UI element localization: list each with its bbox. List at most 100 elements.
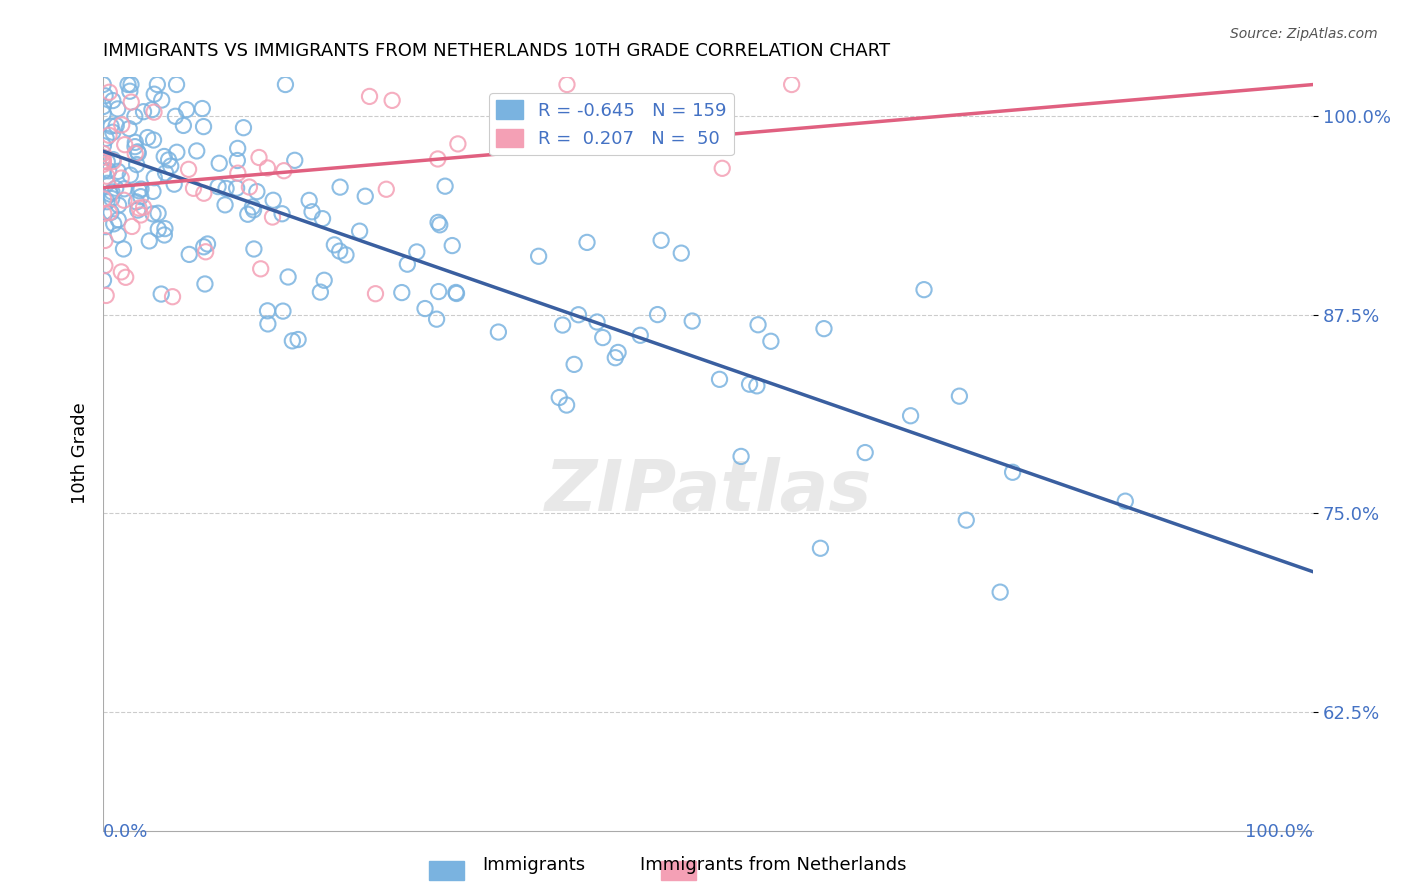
Point xyxy=(671,246,693,260)
Point xyxy=(141,103,163,117)
Point xyxy=(281,334,304,348)
Point xyxy=(354,189,377,203)
Point xyxy=(441,238,464,252)
Point xyxy=(900,409,922,423)
Point xyxy=(96,194,118,209)
Point xyxy=(117,78,139,92)
Point xyxy=(107,198,129,212)
Point xyxy=(429,218,451,232)
Point xyxy=(94,219,117,234)
Text: Immigrants: Immigrants xyxy=(482,856,586,874)
Point xyxy=(146,206,169,220)
Point xyxy=(112,242,135,256)
Point xyxy=(94,234,117,248)
Point xyxy=(249,261,271,276)
Point xyxy=(112,182,135,196)
Point xyxy=(548,391,571,405)
Point xyxy=(107,164,129,178)
Point xyxy=(155,166,177,180)
Point xyxy=(107,102,129,116)
Point xyxy=(236,207,259,221)
Point xyxy=(177,162,200,177)
Point xyxy=(277,270,299,285)
Point xyxy=(813,321,835,335)
Point xyxy=(586,315,609,329)
Point xyxy=(103,217,125,231)
Point xyxy=(232,120,254,135)
Point xyxy=(94,259,117,273)
Point xyxy=(127,146,149,161)
Point xyxy=(179,247,201,261)
Point xyxy=(128,184,150,198)
Point xyxy=(111,118,134,132)
Point xyxy=(681,314,703,328)
Point xyxy=(444,285,467,300)
Point xyxy=(124,110,146,124)
Point xyxy=(238,180,260,194)
Point xyxy=(114,137,136,152)
Point xyxy=(129,182,152,196)
Text: ZIPatlas: ZIPatlas xyxy=(544,457,872,525)
Point xyxy=(186,144,208,158)
Point xyxy=(413,301,436,316)
Text: Source: ZipAtlas.com: Source: ZipAtlas.com xyxy=(1230,27,1378,41)
Point xyxy=(650,233,672,247)
Point xyxy=(335,248,357,262)
Point xyxy=(94,88,117,103)
Point xyxy=(242,200,264,214)
Point xyxy=(628,328,651,343)
Point xyxy=(191,102,214,116)
Point xyxy=(555,78,578,92)
Point xyxy=(148,222,170,236)
Point xyxy=(96,177,118,191)
Point xyxy=(98,85,121,99)
Point xyxy=(262,210,284,224)
Point xyxy=(150,287,173,301)
Point xyxy=(256,161,278,175)
Point xyxy=(1001,465,1024,479)
Point xyxy=(128,201,150,215)
Point xyxy=(349,224,371,238)
Point xyxy=(243,242,266,256)
Point xyxy=(274,78,297,92)
Point xyxy=(142,207,165,221)
Point xyxy=(405,244,427,259)
Point xyxy=(311,211,333,226)
Point xyxy=(427,285,450,299)
Point xyxy=(93,273,115,287)
Point xyxy=(142,133,165,147)
Point xyxy=(93,192,115,206)
Point xyxy=(132,104,155,119)
Point xyxy=(183,181,205,195)
Point xyxy=(100,192,122,206)
Point xyxy=(551,318,574,332)
Point xyxy=(1114,494,1136,508)
Point xyxy=(153,227,176,242)
Point xyxy=(96,288,118,302)
Point xyxy=(197,237,219,252)
Point xyxy=(157,153,180,167)
Point xyxy=(129,208,152,222)
Point xyxy=(114,270,136,285)
Point xyxy=(193,240,215,254)
Point xyxy=(309,285,332,299)
Point xyxy=(208,156,231,170)
Point xyxy=(127,203,149,218)
Point xyxy=(103,154,125,169)
Point xyxy=(359,89,381,103)
Point xyxy=(194,244,217,259)
Point xyxy=(207,179,229,194)
Point xyxy=(527,249,550,263)
Point xyxy=(853,445,876,459)
Point xyxy=(125,194,148,209)
Point xyxy=(605,351,627,365)
Point xyxy=(364,286,387,301)
Point xyxy=(246,185,269,199)
Point xyxy=(271,207,294,221)
Point xyxy=(172,119,194,133)
Point xyxy=(193,186,215,201)
Point xyxy=(127,145,149,159)
Point xyxy=(101,125,124,139)
Point xyxy=(129,189,152,203)
Point xyxy=(143,87,166,102)
